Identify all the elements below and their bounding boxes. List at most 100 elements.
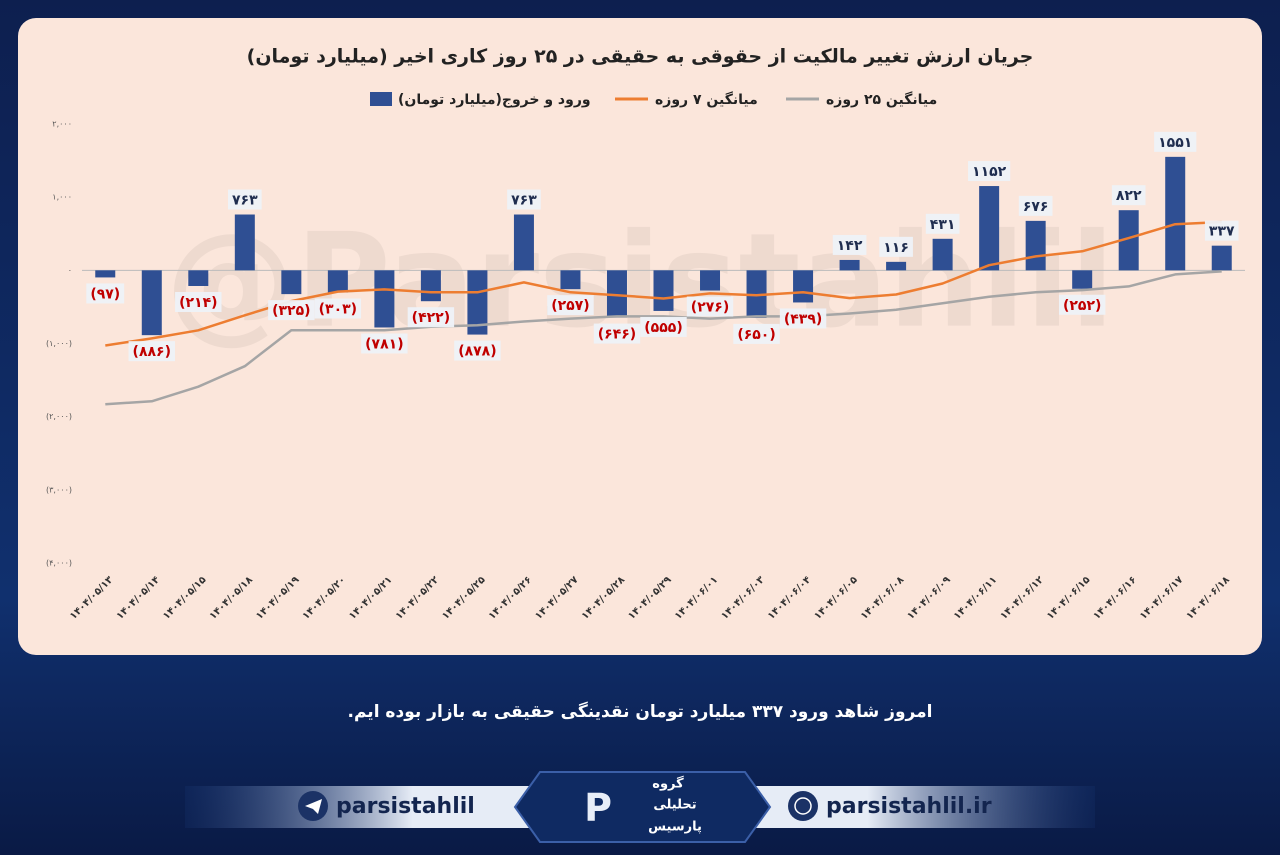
legend-label: ورود و خروج(میلیارد تومان) — [398, 92, 591, 108]
bar — [234, 214, 255, 271]
label-box — [175, 291, 222, 312]
label-box — [1204, 220, 1239, 241]
data-label: (۴۳۹) — [784, 311, 822, 327]
website[interactable]: parsistahlil.ir — [826, 794, 992, 819]
data-label: ۱۵۵۱ — [1158, 135, 1192, 151]
y-tick-label: (۳,۰۰۰) — [46, 485, 72, 494]
y-tick-label: (۴,۰۰۰) — [46, 559, 72, 568]
data-label: ۷۶۳ — [511, 193, 537, 209]
data-label: ۴۳۱ — [930, 217, 956, 233]
label-box — [1058, 294, 1106, 315]
bar — [1118, 210, 1139, 271]
data-label: (۳۰۳) — [319, 302, 357, 318]
data-label: ۳۳۷ — [1209, 224, 1235, 240]
bar — [327, 270, 348, 293]
bar — [979, 186, 1000, 271]
data-label: (۲۵۷) — [551, 298, 589, 314]
web-glyph — [794, 797, 812, 815]
logo-text: گروه — [652, 776, 684, 792]
y-tick-label: ۱,۰۰۰ — [52, 193, 72, 202]
label-box — [832, 234, 867, 255]
chart-title: جریان ارزش تغییر مالکیت از حقوقی به حقیق… — [247, 46, 1034, 68]
y-tick-label: ۰ — [68, 266, 72, 275]
data-label: ۱۱۵۲ — [972, 164, 1007, 180]
bar — [1072, 270, 1093, 289]
logo-text: پارسیس — [648, 820, 702, 835]
y-tick-label: ۲,۰۰۰ — [52, 120, 72, 129]
bar — [374, 270, 395, 328]
data-label: (۹۷) — [90, 286, 120, 302]
bar — [839, 259, 860, 271]
bar — [1211, 245, 1232, 271]
label-box — [507, 189, 541, 210]
label-box — [86, 283, 125, 304]
label-box — [547, 295, 594, 316]
label-box — [268, 300, 315, 321]
logo-block — [513, 771, 772, 843]
bar — [560, 270, 581, 290]
label-box — [314, 298, 362, 319]
telegram-glyph — [305, 799, 322, 814]
bar — [420, 270, 441, 302]
footer-note: امروز شاهد ورود ۳۳۷ میلیارد تومان نقدینگ… — [348, 701, 933, 722]
bar — [95, 270, 116, 278]
data-label: (۲۵۲) — [1063, 298, 1101, 314]
data-label: (۵۵۵) — [644, 320, 682, 336]
logo-mark: P — [584, 786, 612, 830]
bar — [467, 270, 488, 335]
data-label: (۴۲۲) — [412, 310, 450, 326]
legend-label: میانگین ۲۵ روزه — [826, 91, 937, 108]
label-box — [925, 213, 960, 234]
label-box — [593, 323, 641, 344]
label-box — [968, 161, 1011, 182]
data-label: ۸۲۲ — [1116, 188, 1142, 204]
label-box — [227, 189, 262, 210]
bar — [932, 238, 953, 271]
bar — [141, 270, 162, 336]
bar — [1165, 156, 1186, 271]
data-label: (۳۲۵) — [272, 303, 310, 319]
legend: ورود و خروج(میلیارد تومان) میانگین ۷ روز… — [370, 91, 937, 108]
bar — [188, 270, 209, 286]
footer-bar: P گروه تحلیلی پارسیس parsistahlil parsis… — [185, 771, 1095, 843]
label-box — [361, 333, 408, 354]
data-label: (۶۵۰) — [737, 327, 775, 343]
bar — [653, 270, 674, 311]
label-box — [1111, 185, 1146, 206]
bar — [886, 261, 907, 271]
bar — [513, 214, 534, 271]
data-label: ۶۷۶ — [1023, 199, 1049, 215]
data-label: (۸۷۸) — [458, 344, 496, 360]
data-label: (۶۴۶) — [598, 327, 636, 343]
legend-swatch — [370, 92, 392, 106]
label-box — [686, 296, 734, 317]
label-box — [1018, 195, 1053, 216]
data-label: ۱۴۲ — [837, 238, 863, 254]
data-label: ۷۶۳ — [232, 193, 258, 209]
bar — [281, 270, 302, 295]
data-label: (۲۱۴) — [179, 295, 217, 311]
bar — [1025, 220, 1046, 271]
y-tick-label: (۲,۰۰۰) — [46, 412, 72, 421]
legend-label: میانگین ۷ روزه — [655, 91, 758, 108]
line-series — [105, 270, 1222, 406]
label-box — [407, 307, 455, 328]
label-box — [879, 236, 913, 257]
telegram-handle[interactable]: parsistahlil — [336, 794, 475, 819]
y-tick-label: (۱,۰۰۰) — [46, 339, 72, 348]
bar — [700, 270, 721, 291]
logo-text: تحلیلی — [653, 798, 696, 813]
data-label: (۲۷۶) — [691, 300, 729, 316]
label-box — [454, 340, 501, 361]
data-label: ۱۱۶ — [883, 240, 909, 256]
label-box — [1154, 131, 1197, 152]
bar — [793, 270, 814, 303]
label-box — [733, 323, 780, 344]
data-label: (۷۸۱) — [365, 336, 403, 352]
web-icon — [788, 791, 818, 821]
label-box — [640, 316, 687, 337]
label-box — [128, 341, 175, 362]
data-label: (۸۸۶) — [133, 344, 171, 360]
